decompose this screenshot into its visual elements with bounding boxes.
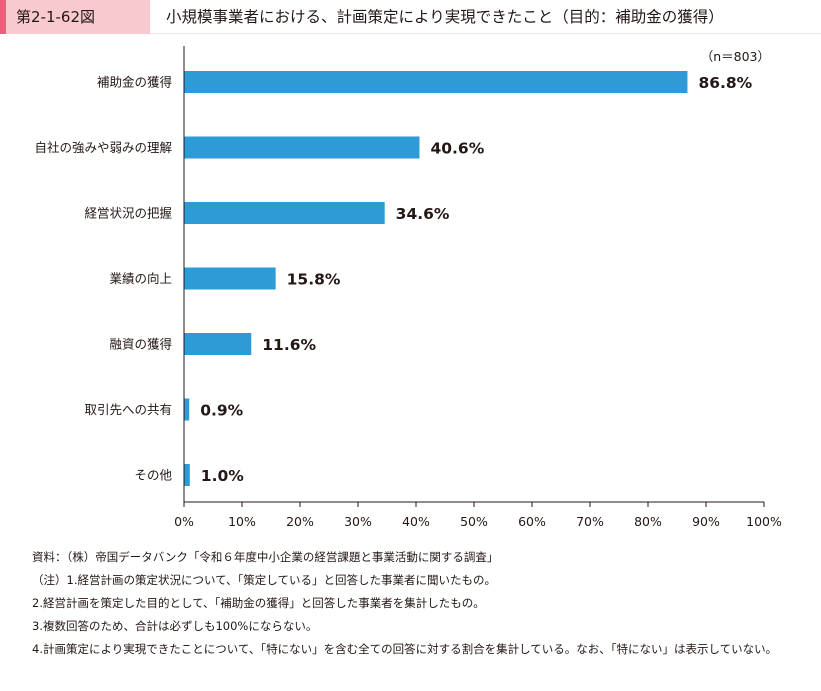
bar-3 [184,267,276,290]
x-tick-label-3: 30% [344,514,372,529]
figure-number: 第2-1-62図 [0,0,150,34]
category-label-6: その他 [134,468,172,483]
bar-4 [184,333,252,355]
note-1: （注）1.経営計画の策定状況について、「策定している」と回答した事業者に聞いたも… [32,573,496,587]
x-tick-label-5: 50% [460,514,488,529]
value-label-0: 86.8% [698,74,752,92]
category-label-0: 補助金の獲得 [97,75,172,90]
bar-6 [184,464,190,486]
category-label-1: 自社の強みや弱みの理解 [34,140,172,155]
x-tick-label-2: 20% [286,514,314,529]
bar-1 [184,136,420,159]
note-2: 2.経営計画を策定した目的として、「補助金の獲得」と回答した事業者を集計したもの… [32,596,485,610]
x-tick-label-9: 90% [692,514,720,529]
figure-title: 小規模事業者における、計画策定により実現できたこと（目的：補助金の獲得） [166,8,724,26]
bars-group: 補助金の獲得 86.8% 自社の強みや弱みの理解 40.6% 経営状況の把握 34.6% 業… [34,71,753,486]
x-tick-label-10: 100% [746,514,782,529]
x-tick-label-7: 70% [576,514,604,529]
x-tick-label-4: 40% [402,514,430,529]
note-3: 3.複数回答のため、合計は必ずしも100%にならない。 [32,619,318,633]
source-note: 資料：（株）帝国データバンク「令和６年度中小企業の経営課題と事業活動に関する調査… [32,550,499,564]
x-tick-label-6: 60% [518,514,546,529]
bar-5 [184,398,190,421]
value-label-1: 40.6% [430,140,484,158]
note-4: 4.計画策定により実現できたことについて、「特にない」を含む全ての回答に対する割… [32,642,778,656]
bar-0 [184,71,688,93]
bar-2 [184,202,385,224]
value-label-2: 34.6% [396,205,450,223]
x-tick-label-0: 0% [174,514,194,529]
value-label-3: 15.8% [287,271,341,289]
category-label-2: 経営状況の把握 [84,206,172,221]
figure-header: 第2-1-62図 小規模事業者における、計画策定により実現できたこと（目的：補助… [0,0,821,34]
bar-chart: （n＝803） 補助金の獲得 86.8% 自社の強みや弱みの理解 40.6% 経営状況の… [34,46,782,529]
category-label-5: 取引先への共有 [84,402,172,417]
header-divider [150,33,821,34]
x-axis: 0% 10% 20% 30% 40% 50% 60% 70% 80% 90% 100% [174,46,782,529]
category-label-3: 業績の向上 [109,271,172,286]
notes-section: 資料：（株）帝国データバンク「令和６年度中小企業の経営課題と事業活動に関する調査… [32,546,802,661]
sample-size-note: （n＝803） [701,49,770,64]
x-tick-label-1: 10% [228,514,256,529]
value-label-5: 0.9% [200,402,243,420]
value-label-4: 11.6% [262,336,316,354]
category-label-4: 融資の獲得 [109,337,172,352]
value-label-6: 1.0% [201,467,244,485]
x-tick-label-8: 80% [634,514,662,529]
